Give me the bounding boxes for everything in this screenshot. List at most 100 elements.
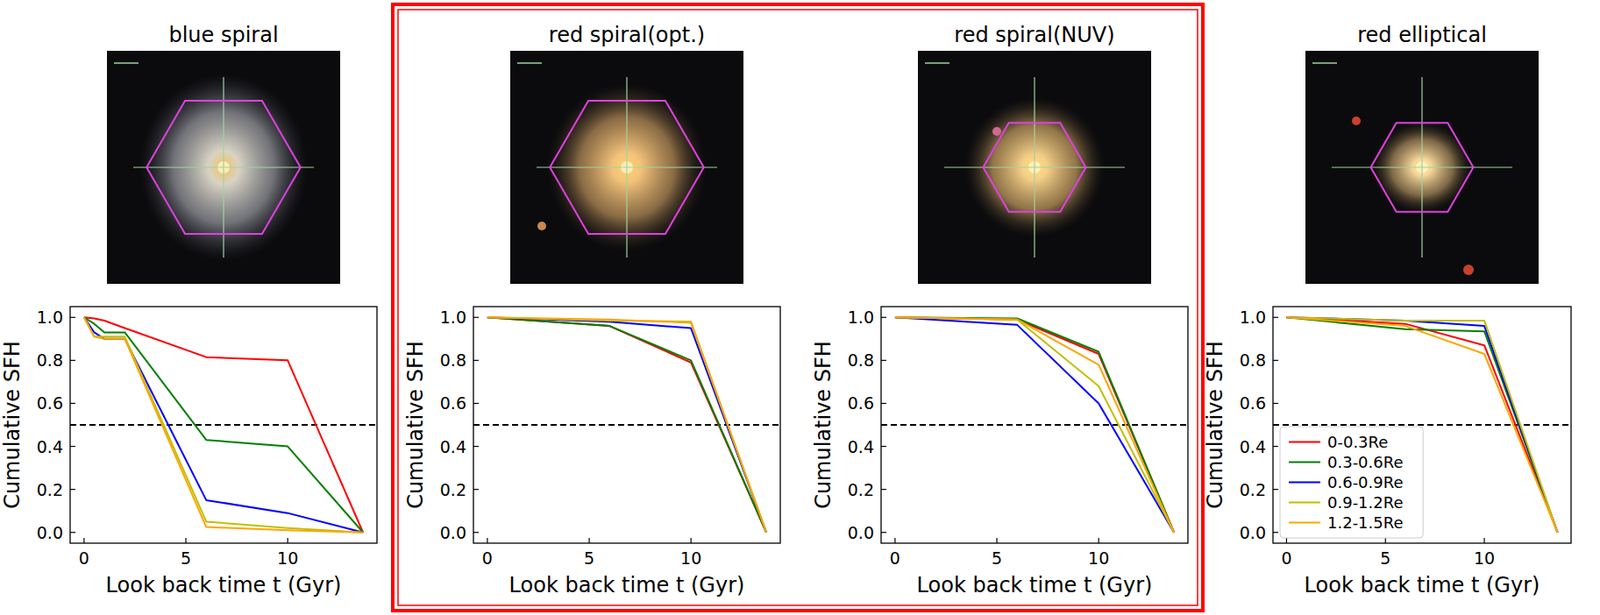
- image-background: [510, 50, 744, 285]
- x-tick: [894, 538, 896, 544]
- y-tick: [1272, 532, 1279, 534]
- plot: 05100.00.20.40.60.81.0Look back time t (…: [403, 306, 781, 598]
- figure: blue spiral 0 5 10 0.0 0.2 0.4 0.6 0.8 1.0 Look ba…: [0, 0, 1600, 615]
- legend-swatch: [1288, 502, 1321, 505]
- crosshair: [536, 166, 718, 168]
- y-tick-label: 0.2: [36, 480, 64, 500]
- plot-frame: [70, 306, 377, 544]
- x-tick: [1286, 538, 1288, 544]
- legend-swatch: [1288, 522, 1321, 525]
- legend-label: 0.6-0.9Re: [1327, 473, 1404, 492]
- y-tick-label: 0.6: [1239, 393, 1266, 413]
- y-tick-label: 1.0: [1239, 307, 1266, 328]
- y-tick-label: 0.8: [847, 350, 875, 370]
- y-tick: [1272, 489, 1279, 491]
- scale-bar: [113, 62, 139, 64]
- y-tick-label: 0.8: [440, 350, 467, 370]
- legend-label: 0.3-0.6Re: [1327, 453, 1404, 472]
- y-tick: [70, 446, 76, 448]
- series-line: [895, 317, 1174, 533]
- x-tick-label: 0: [78, 548, 90, 569]
- highlight-frame: [392, 4, 1203, 612]
- y-tick: [1272, 317, 1279, 319]
- series-line: [895, 317, 1174, 533]
- ifu-footprint: [1371, 122, 1474, 212]
- series-line: [84, 317, 363, 533]
- x-tick-label: 5: [1379, 548, 1391, 569]
- x-axis-title: Look back time t (Gyr): [509, 573, 746, 598]
- x-tick: [486, 538, 488, 544]
- y-tick: [473, 360, 479, 362]
- x-tick: [1483, 538, 1485, 544]
- x-tick: [995, 538, 997, 544]
- image-background: [106, 50, 341, 285]
- y-tick: [881, 360, 887, 362]
- x-tick-label: 5: [180, 548, 192, 569]
- plot-frame: [1272, 306, 1572, 544]
- y-tick: [70, 489, 76, 491]
- series-line: [487, 317, 767, 533]
- galaxy-image: [106, 50, 341, 285]
- y-axis-title: Cumulative SFH: [810, 341, 836, 510]
- y-tick: [881, 403, 887, 405]
- x-tick-label: 10: [1473, 548, 1495, 569]
- legend-swatch: [1288, 441, 1321, 444]
- y-tick: [70, 532, 76, 534]
- plot-area: [1272, 306, 1572, 544]
- x-tick-label: 10: [1088, 548, 1110, 569]
- plot: 05100.00.20.40.60.81.0Look back time t (…: [1202, 306, 1572, 598]
- y-tick-label: 0.6: [440, 393, 467, 413]
- marks: [70, 317, 377, 533]
- x-tick: [1098, 538, 1100, 544]
- series-line: [895, 317, 1174, 533]
- x-axis-title: Look back time t (Gyr): [917, 573, 1153, 598]
- y-tick: [70, 360, 76, 362]
- scale-bar: [924, 62, 950, 64]
- image-background: [1305, 50, 1539, 285]
- y-tick-label: 1.0: [847, 307, 875, 328]
- x-tick: [690, 538, 692, 544]
- series-line: [487, 317, 767, 533]
- y-tick-label: 0.0: [36, 523, 64, 543]
- plot-area: [881, 306, 1188, 544]
- crosshair: [1331, 166, 1513, 168]
- y-tick: [473, 317, 479, 319]
- galaxy-image: [1305, 50, 1539, 285]
- y-tick-label: 0.8: [1239, 350, 1266, 370]
- marks: [881, 317, 1188, 533]
- y-tick-label: 0.2: [847, 480, 875, 500]
- x-tick-label: 0: [889, 548, 901, 569]
- x-tick: [83, 538, 85, 544]
- y-tick-label: 0.0: [440, 523, 467, 543]
- series-line: [84, 317, 363, 533]
- x-axis-title: Look back time t (Gyr): [1304, 573, 1541, 598]
- x-tick: [287, 538, 289, 544]
- legend-box: [1280, 426, 1423, 539]
- y-tick: [1272, 360, 1279, 362]
- series-line: [487, 317, 767, 533]
- star: [1463, 264, 1474, 276]
- legend-label: 1.2-1.5Re: [1327, 513, 1404, 533]
- legend-label: 0.9-1.2Re: [1327, 493, 1404, 512]
- panel-title: blue spiral: [168, 22, 278, 48]
- legend-swatch: [1288, 482, 1321, 484]
- reference-line: [70, 424, 377, 427]
- panel-title: red elliptical: [1357, 22, 1487, 48]
- y-tick: [1272, 446, 1279, 448]
- galaxy-image: [510, 50, 744, 285]
- plot-frame: [881, 306, 1188, 544]
- reference-line: [881, 424, 1188, 427]
- y-tick-label: 0.4: [440, 437, 467, 457]
- series-line: [487, 317, 767, 533]
- series-line: [895, 317, 1174, 533]
- y-tick-label: 0.4: [36, 437, 64, 457]
- y-tick: [881, 489, 887, 491]
- scale-bar: [517, 62, 542, 64]
- highlight-frame-inner: [398, 9, 1198, 606]
- series-line: [487, 317, 767, 533]
- y-tick: [473, 403, 479, 405]
- crosshair: [133, 166, 314, 168]
- y-tick-label: 1.0: [36, 307, 64, 328]
- panel-title: red spiral(opt.): [548, 22, 705, 48]
- y-tick-label: 0.6: [847, 393, 875, 413]
